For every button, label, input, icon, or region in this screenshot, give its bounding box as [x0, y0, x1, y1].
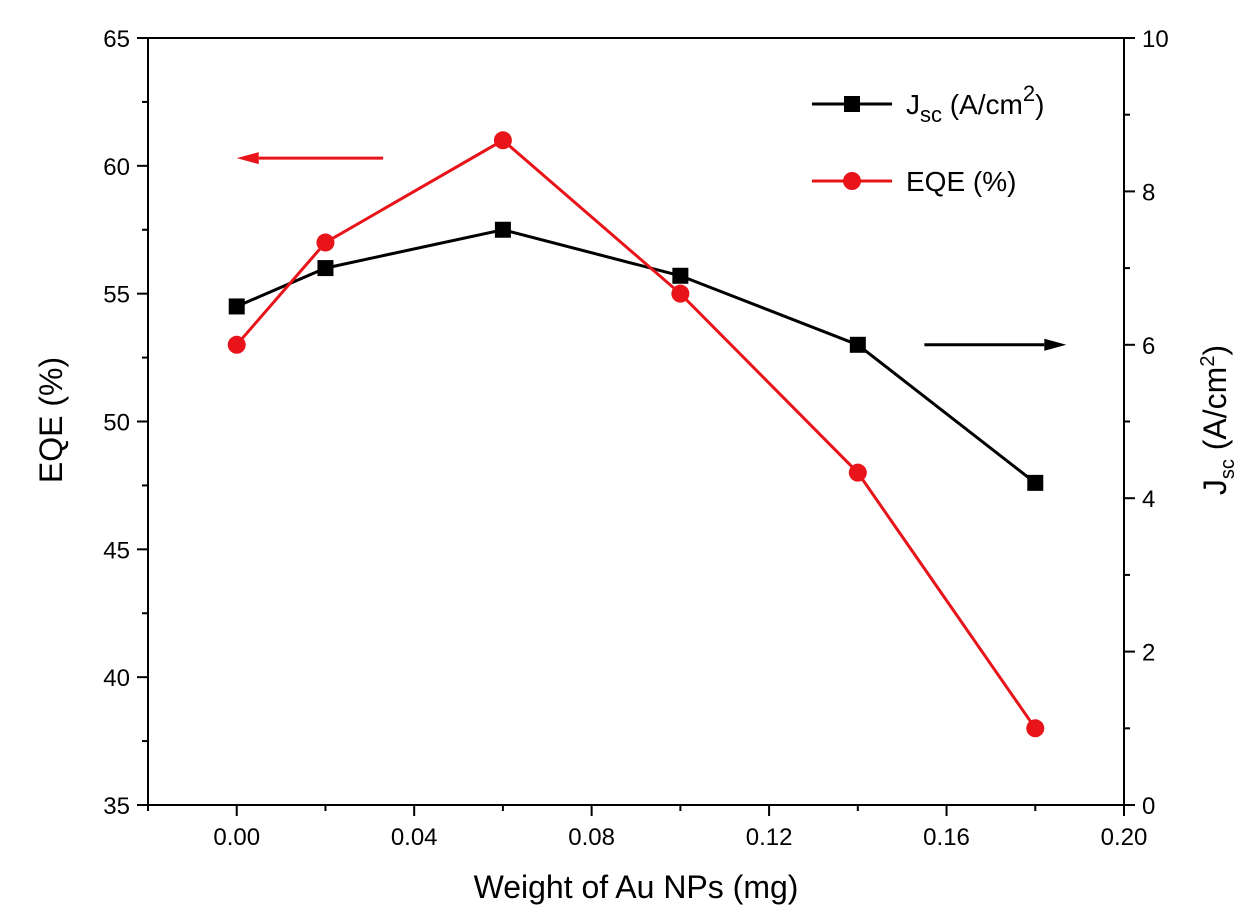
eqe-axis-arrow-head [236, 152, 259, 165]
y-left-tick-label: 50 [103, 410, 130, 437]
y-right-title-main: J [1197, 479, 1233, 495]
legend-marker-jsc [844, 96, 860, 112]
eqe-data-point [316, 233, 335, 252]
eqe-data-point [848, 463, 867, 482]
y-left-tick-label: 55 [103, 282, 130, 309]
x-tick-label: 0.16 [923, 824, 970, 851]
y-right-title-end: ) [1197, 345, 1233, 356]
x-axis-title: Weight of Au NPs (mg) [474, 869, 799, 905]
y-right-title-sub: sc [1217, 459, 1239, 479]
y-left-tick-label: 60 [103, 154, 130, 181]
jsc-data-point [849, 336, 866, 353]
y-right-axis-title: Jsc (A/cm2) [1197, 345, 1239, 495]
x-tick-label: 0.12 [746, 824, 793, 851]
jsc-data-point [317, 260, 334, 277]
jsc-data-point [494, 221, 511, 238]
eqe-data-point [671, 284, 690, 303]
y-left-tick-label: 65 [103, 26, 130, 53]
eqe-data-point [493, 131, 512, 150]
legend-label-jsc: Jsc (A/cm2) [906, 81, 1044, 127]
jsc-axis-arrow-head [1044, 338, 1067, 351]
legend-marker-eqe [843, 172, 861, 190]
eqe-data-point [1026, 719, 1045, 738]
series-line-eqe [235, 138, 1037, 730]
x-tick-label: 0.04 [391, 824, 438, 851]
jsc-data-point [228, 298, 245, 315]
y-right-tick-label: 10 [1142, 26, 1169, 53]
x-tick-label: 0.20 [1101, 824, 1148, 851]
y-right-tick-label: 2 [1142, 640, 1155, 667]
y-right-tick-label: 8 [1142, 179, 1155, 206]
y-right-title-rest: (A/cm [1197, 367, 1233, 459]
y-left-tick-label: 45 [103, 537, 130, 564]
y-left-tick-label: 40 [103, 665, 130, 692]
eqe-data-point [227, 335, 246, 354]
y-right-tick-label: 0 [1142, 793, 1155, 820]
y-right-tick-label: 6 [1142, 333, 1155, 360]
legend-label-eqe: EQE (%) [906, 166, 1016, 197]
x-tick-label: 0.00 [213, 824, 260, 851]
plot-frame [147, 37, 1125, 806]
y-left-axis-title: EQE (%) [33, 357, 69, 483]
y-left-tick-label: 35 [103, 793, 130, 820]
y-right-tick-label: 4 [1142, 486, 1155, 513]
series-line-jsc [236, 228, 1037, 485]
y-right-title-sup: 2 [1197, 356, 1219, 367]
jsc-data-point [1027, 474, 1044, 491]
jsc-data-point [672, 267, 689, 284]
x-tick-label: 0.08 [568, 824, 615, 851]
